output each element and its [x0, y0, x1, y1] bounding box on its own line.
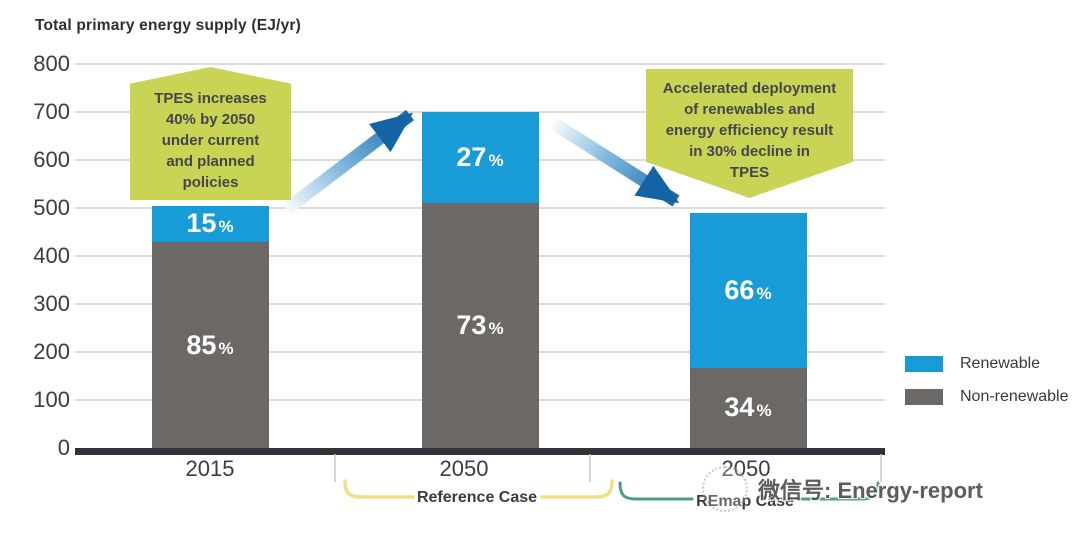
y-tick-label-0: 0 — [57, 435, 70, 460]
bar-2-2050: 66% 34% — [689, 212, 807, 448]
legend-item-non-renewable: Non-renewable — [905, 388, 1069, 405]
segment-renewable-bar-2: 66% — [689, 212, 807, 368]
legend-swatch-renewable-icon — [905, 355, 943, 372]
chart-title: Total primary energy supply (EJ/yr) — [35, 17, 301, 34]
callout-tpes-increase: TPES increases 40% by 2050 under current… — [130, 67, 291, 200]
x-axis-line — [75, 448, 885, 455]
legend-label-non-renewable: Non-renewable — [960, 387, 1069, 405]
x-tick-label-0: 2015 — [185, 456, 235, 481]
segment-percent-label: 27% — [456, 141, 504, 172]
bar-0-2015: 15% 85% — [151, 205, 269, 448]
legend-item-renewable: Renewable — [905, 355, 1069, 372]
legend-label-renewable: Renewable — [960, 354, 1041, 372]
y-tick-label-600: 600 — [33, 147, 70, 172]
y-tick-label-700: 700 — [33, 99, 70, 124]
segment-percent-label: 15% — [186, 208, 234, 239]
segment-non-renewable-bar-1: 73% — [421, 202, 539, 448]
watermark: 微信号: Energy-report — [702, 466, 983, 512]
y-tick-label-100: 100 — [33, 387, 70, 412]
segment-percent-label: 73% — [456, 309, 504, 340]
bracket-label-reference-case: Reference Case — [416, 489, 538, 506]
segment-renewable-bar-1: 27% — [421, 112, 539, 203]
watermark-text: 微信号: Energy-report — [758, 478, 983, 503]
bar-1-2050: 27% 73% — [421, 112, 539, 448]
x-tick-label-1: 2050 — [439, 456, 489, 481]
segment-non-renewable-bar-0: 85% — [151, 242, 269, 448]
y-tick-label-400: 400 — [33, 243, 70, 268]
callout-tpes-decline-text: Accelerated deployment of renewables and… — [662, 80, 837, 181]
legend: Renewable Non-renewable — [905, 355, 1069, 421]
y-tick-label-800: 800 — [33, 51, 70, 76]
segment-percent-label: 85% — [186, 329, 234, 360]
legend-swatch-non-renewable-icon — [905, 388, 943, 405]
y-tick-label-500: 500 — [33, 195, 70, 220]
callout-tpes-increase-text: TPES increases 40% by 2050 under current… — [154, 90, 267, 191]
segment-percent-label: 34% — [724, 392, 772, 423]
segment-non-renewable-bar-2: 34% — [689, 367, 807, 448]
gridline-800 — [75, 63, 885, 65]
segment-renewable-bar-0: 15% — [151, 205, 269, 243]
y-tick-label-200: 200 — [33, 339, 70, 364]
watermark-logo-icon — [702, 466, 748, 512]
y-tick-label-300: 300 — [33, 291, 70, 316]
segment-percent-label: 66% — [724, 274, 772, 305]
